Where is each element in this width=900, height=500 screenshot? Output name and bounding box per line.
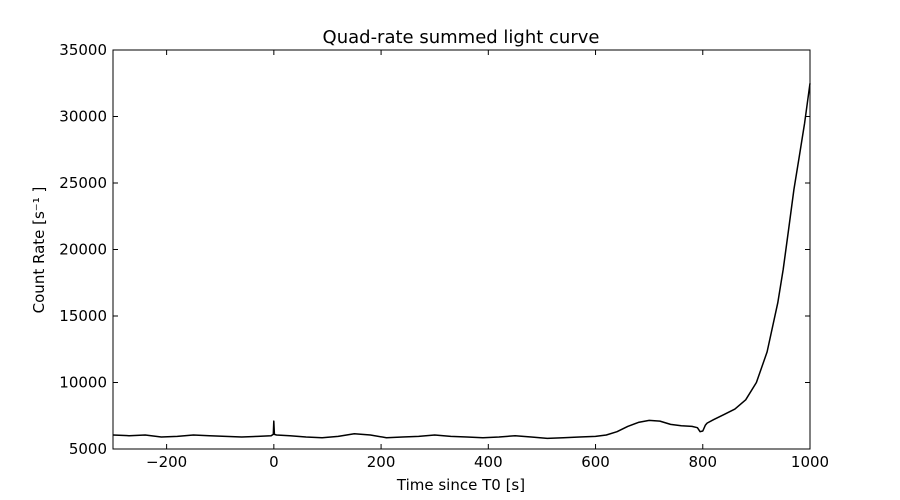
x-tick-label: 1000 <box>791 453 829 471</box>
y-tick-label: 20000 <box>59 241 107 259</box>
x-axis-label: Time since T0 [s] <box>396 476 525 494</box>
y-tick-label: 10000 <box>59 374 107 392</box>
y-tick-label: 15000 <box>59 307 107 325</box>
x-tick-label: 200 <box>367 453 396 471</box>
x-tick-label: −200 <box>146 453 187 471</box>
chart-title: Quad-rate summed light curve <box>323 27 600 48</box>
y-tick-label: 5000 <box>69 440 107 458</box>
y-tick-label: 35000 <box>59 41 107 59</box>
x-tick-label: 0 <box>269 453 279 471</box>
x-tick-label: 400 <box>474 453 503 471</box>
y-axis-label: Count Rate [s⁻¹ ] <box>30 187 48 314</box>
series-line <box>112 83 811 440</box>
axis-ticks: −200 0 200 400 600 800 1000 5000 10000 15000 20000… <box>59 41 829 471</box>
plot-area <box>112 83 811 440</box>
y-tick-label: 30000 <box>59 108 107 126</box>
plot-frame <box>112 49 811 450</box>
x-tick-label: 800 <box>688 453 717 471</box>
x-tick-label: 600 <box>581 453 610 471</box>
y-tick-label: 25000 <box>59 174 107 192</box>
